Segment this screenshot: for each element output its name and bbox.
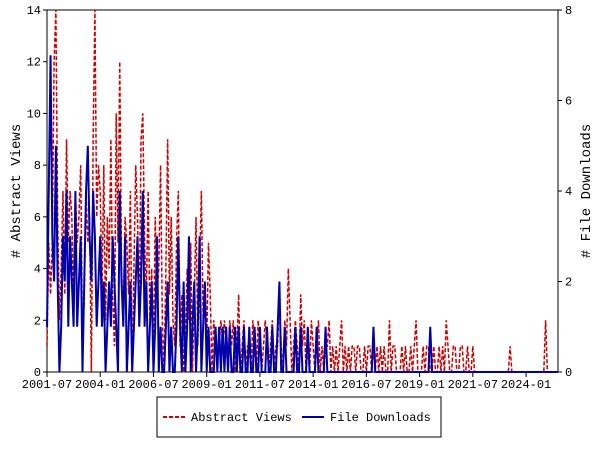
y2-tick-label: 4 (565, 185, 572, 199)
legend-label: Abstract Views (191, 411, 292, 425)
y-tick-label: 14 (27, 4, 41, 18)
y2-axis-label: # File Downloads (579, 124, 595, 258)
y2-tick-label: 2 (565, 276, 572, 290)
y2-tick-label: 8 (565, 4, 572, 18)
x-tick-label: 2011-07 (235, 378, 285, 392)
y-tick-label: 10 (27, 107, 41, 121)
series-line (46, 55, 558, 373)
y-tick-label: 0 (34, 366, 41, 380)
x-tick-label: 2009-01 (181, 378, 231, 392)
x-tick-label: 2014-01 (288, 378, 338, 392)
x-tick-label: 2024-01 (501, 378, 551, 392)
y2-tick-label: 6 (565, 95, 572, 109)
y2-tick-label: 0 (565, 366, 572, 380)
y-axis-label: # Abstract Views (9, 124, 25, 258)
y-tick-label: 4 (34, 263, 41, 277)
legend (156, 396, 442, 438)
x-tick-label: 2019-01 (394, 378, 444, 392)
x-tick-label: 2001-07 (22, 378, 72, 392)
x-tick-label: 2016-07 (341, 378, 391, 392)
x-tick-label: 2021-07 (448, 378, 498, 392)
y-tick-label: 12 (27, 56, 41, 70)
x-tick-label: 2006-07 (128, 378, 178, 392)
y-tick-label: 6 (34, 211, 41, 225)
y-tick-label: 8 (34, 159, 41, 173)
y-tick-label: 2 (34, 314, 41, 328)
x-tick-label: 2004-01 (75, 378, 125, 392)
legend-label: File Downloads (330, 411, 431, 425)
